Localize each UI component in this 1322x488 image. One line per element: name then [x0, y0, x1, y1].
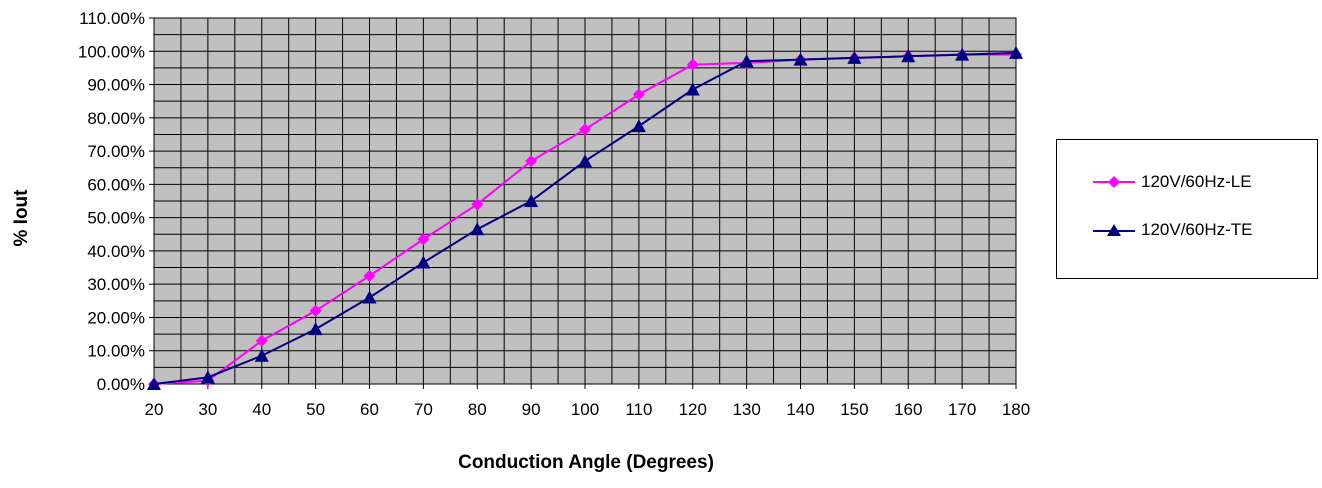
y-tick-label: 100.00% [78, 42, 145, 61]
y-tick-label: 0.00% [97, 375, 145, 394]
data-point-triangle [362, 290, 377, 304]
data-point-triangle [254, 348, 269, 362]
y-tick-label: 40.00% [87, 242, 145, 261]
legend-marker-triangle-icon [1093, 224, 1135, 236]
legend-marker-diamond-icon [1093, 176, 1135, 188]
data-point-triangle [1009, 45, 1023, 59]
x-tick-label: 120 [679, 400, 707, 419]
x-tick-label: 20 [145, 400, 164, 419]
x-tick-label: 150 [840, 400, 868, 419]
data-point-diamond [255, 334, 268, 347]
data-point-diamond [363, 269, 376, 282]
x-tick-label: 130 [732, 400, 760, 419]
y-tick-label: 20.00% [87, 308, 145, 327]
x-tick-label: 60 [360, 400, 379, 419]
data-point-diamond [471, 198, 484, 211]
data-point-triangle [901, 49, 916, 63]
grid-lines [154, 18, 1016, 384]
x-tick-label: 160 [894, 400, 922, 419]
data-point-triangle [685, 82, 700, 96]
data-point-triangle [308, 322, 323, 336]
legend-item-te: 120V/60Hz-TE [1091, 218, 1253, 242]
x-axis-title: Conduction Angle (Degrees) [458, 452, 714, 473]
legend: 120V/60Hz-LE 120V/60Hz-TE [1056, 139, 1318, 279]
data-point-triangle [793, 52, 808, 66]
x-tick-label: 50 [306, 400, 325, 419]
x-tick-label: 180 [1002, 400, 1030, 419]
legend-label-le: 120V/60Hz-LE [1141, 172, 1252, 191]
x-tick-label: 140 [786, 400, 814, 419]
x-tick-label: 110 [625, 400, 652, 419]
data-point-triangle [147, 377, 161, 390]
y-tick-label: 80.00% [87, 109, 145, 128]
tick-labels: 20 30 40 50 60 70 80 90 100 110 120 130 140 150 160 170… [78, 9, 1030, 419]
x-tick-label: 90 [522, 400, 541, 419]
legend-item-le: 120V/60Hz-LE [1091, 170, 1252, 194]
data-point-triangle [524, 194, 539, 207]
data-point-diamond [579, 123, 591, 136]
x-tick-label: 40 [252, 400, 271, 419]
data-point-diamond [686, 58, 699, 71]
y-tick-label: 10.00% [87, 342, 145, 361]
y-tick-label: 60.00% [87, 175, 145, 194]
x-tick-label: 170 [948, 400, 976, 419]
legend-label-te: 120V/60Hz-TE [1141, 220, 1253, 239]
x-tick-label: 70 [414, 400, 433, 419]
data-point-triangle [631, 119, 646, 133]
y-axis-title: % Iout [11, 189, 32, 247]
y-tick-label: 90.00% [87, 76, 145, 95]
data-point-diamond [417, 233, 430, 246]
data-point-triangle [470, 222, 485, 236]
y-tick-label: 70.00% [87, 142, 145, 161]
data-point-triangle [416, 255, 431, 269]
y-tick-label: 110.00% [79, 9, 145, 28]
y-tick-label: 30.00% [87, 275, 145, 294]
data-point-diamond [525, 155, 538, 168]
data-point-triangle [739, 54, 754, 68]
x-tick-label: 100 [571, 400, 599, 419]
data-point-triangle [955, 47, 970, 61]
data-point-diamond [309, 304, 322, 317]
series-te [147, 45, 1023, 390]
axes [149, 17, 1017, 389]
x-tick-label: 80 [468, 400, 487, 419]
y-tick-label: 50.00% [87, 209, 145, 228]
series-group [147, 45, 1023, 390]
data-point-triangle [847, 50, 862, 64]
data-point-triangle [200, 370, 215, 384]
x-tick-label: 30 [198, 400, 217, 419]
data-point-triangle [578, 154, 592, 168]
data-point-diamond [632, 88, 645, 101]
